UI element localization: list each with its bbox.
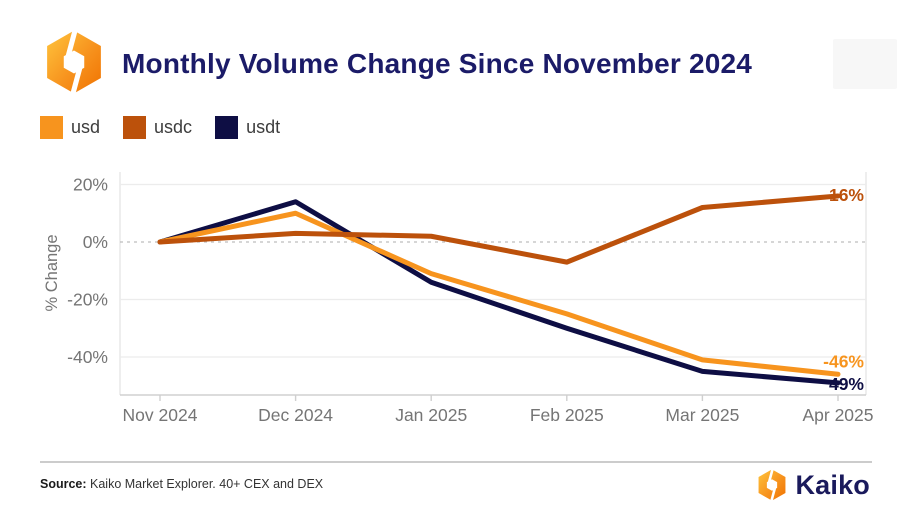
footer-brand: Kaiko: [756, 469, 870, 501]
legend-swatch-usdt: [215, 116, 239, 139]
x-tick-label: Dec 2024: [258, 405, 333, 425]
x-tick-label: Feb 2025: [530, 405, 604, 425]
kaiko-logo-icon: [47, 30, 101, 94]
source-label: Source:: [40, 477, 87, 491]
source-text: Kaiko Market Explorer. 40+ CEX and DEX: [86, 477, 324, 491]
x-tick-label: Nov 2024: [123, 405, 198, 425]
end-label-usdt: 49%: [829, 374, 864, 394]
series-line-usdc: [157, 193, 841, 265]
legend-swatch-usdc: [123, 116, 147, 139]
y-axis-title: % Change: [43, 234, 61, 311]
legend-label-usdc: usdc: [154, 117, 193, 137]
legend-item-usdt: usdt: [215, 116, 280, 139]
kaiko-footer-logo-icon: [759, 469, 786, 501]
end-label-usdc: 16%: [829, 185, 864, 205]
y-tick-label: -40%: [67, 347, 108, 367]
background-artifact: [833, 39, 897, 89]
y-tick-label: -20%: [67, 290, 108, 310]
legend-swatch-usd: [40, 116, 63, 139]
brand-wordmark: Kaiko: [795, 469, 870, 500]
chart-legend: usd usdc usdt: [40, 116, 303, 139]
end-label-usd: -46%: [823, 351, 864, 371]
x-tick-label: Jan 2025: [395, 405, 467, 425]
y-tick-label: 0%: [83, 232, 108, 252]
page-title: Monthly Volume Change Since November 202…: [122, 48, 753, 79]
legend-item-usdc: usdc: [123, 116, 192, 139]
legend-label-usd: usd: [71, 117, 101, 137]
series-line-usdt: [157, 199, 841, 386]
footer-divider: [40, 461, 872, 463]
x-tick-label: Mar 2025: [665, 405, 739, 425]
line-chart: 20% 0% -20% -40% Nov 2024 Dec 2024 Jan 2025 Feb…: [43, 172, 874, 425]
legend-item-usd: usd: [40, 116, 100, 139]
x-tick-label: Apr 2025: [802, 405, 873, 425]
y-tick-label: 20%: [73, 175, 108, 195]
source-note: Source: Kaiko Market Explorer. 40+ CEX a…: [40, 477, 323, 491]
legend-label-usdt: usdt: [246, 117, 281, 137]
series-line-usd: [157, 210, 841, 377]
